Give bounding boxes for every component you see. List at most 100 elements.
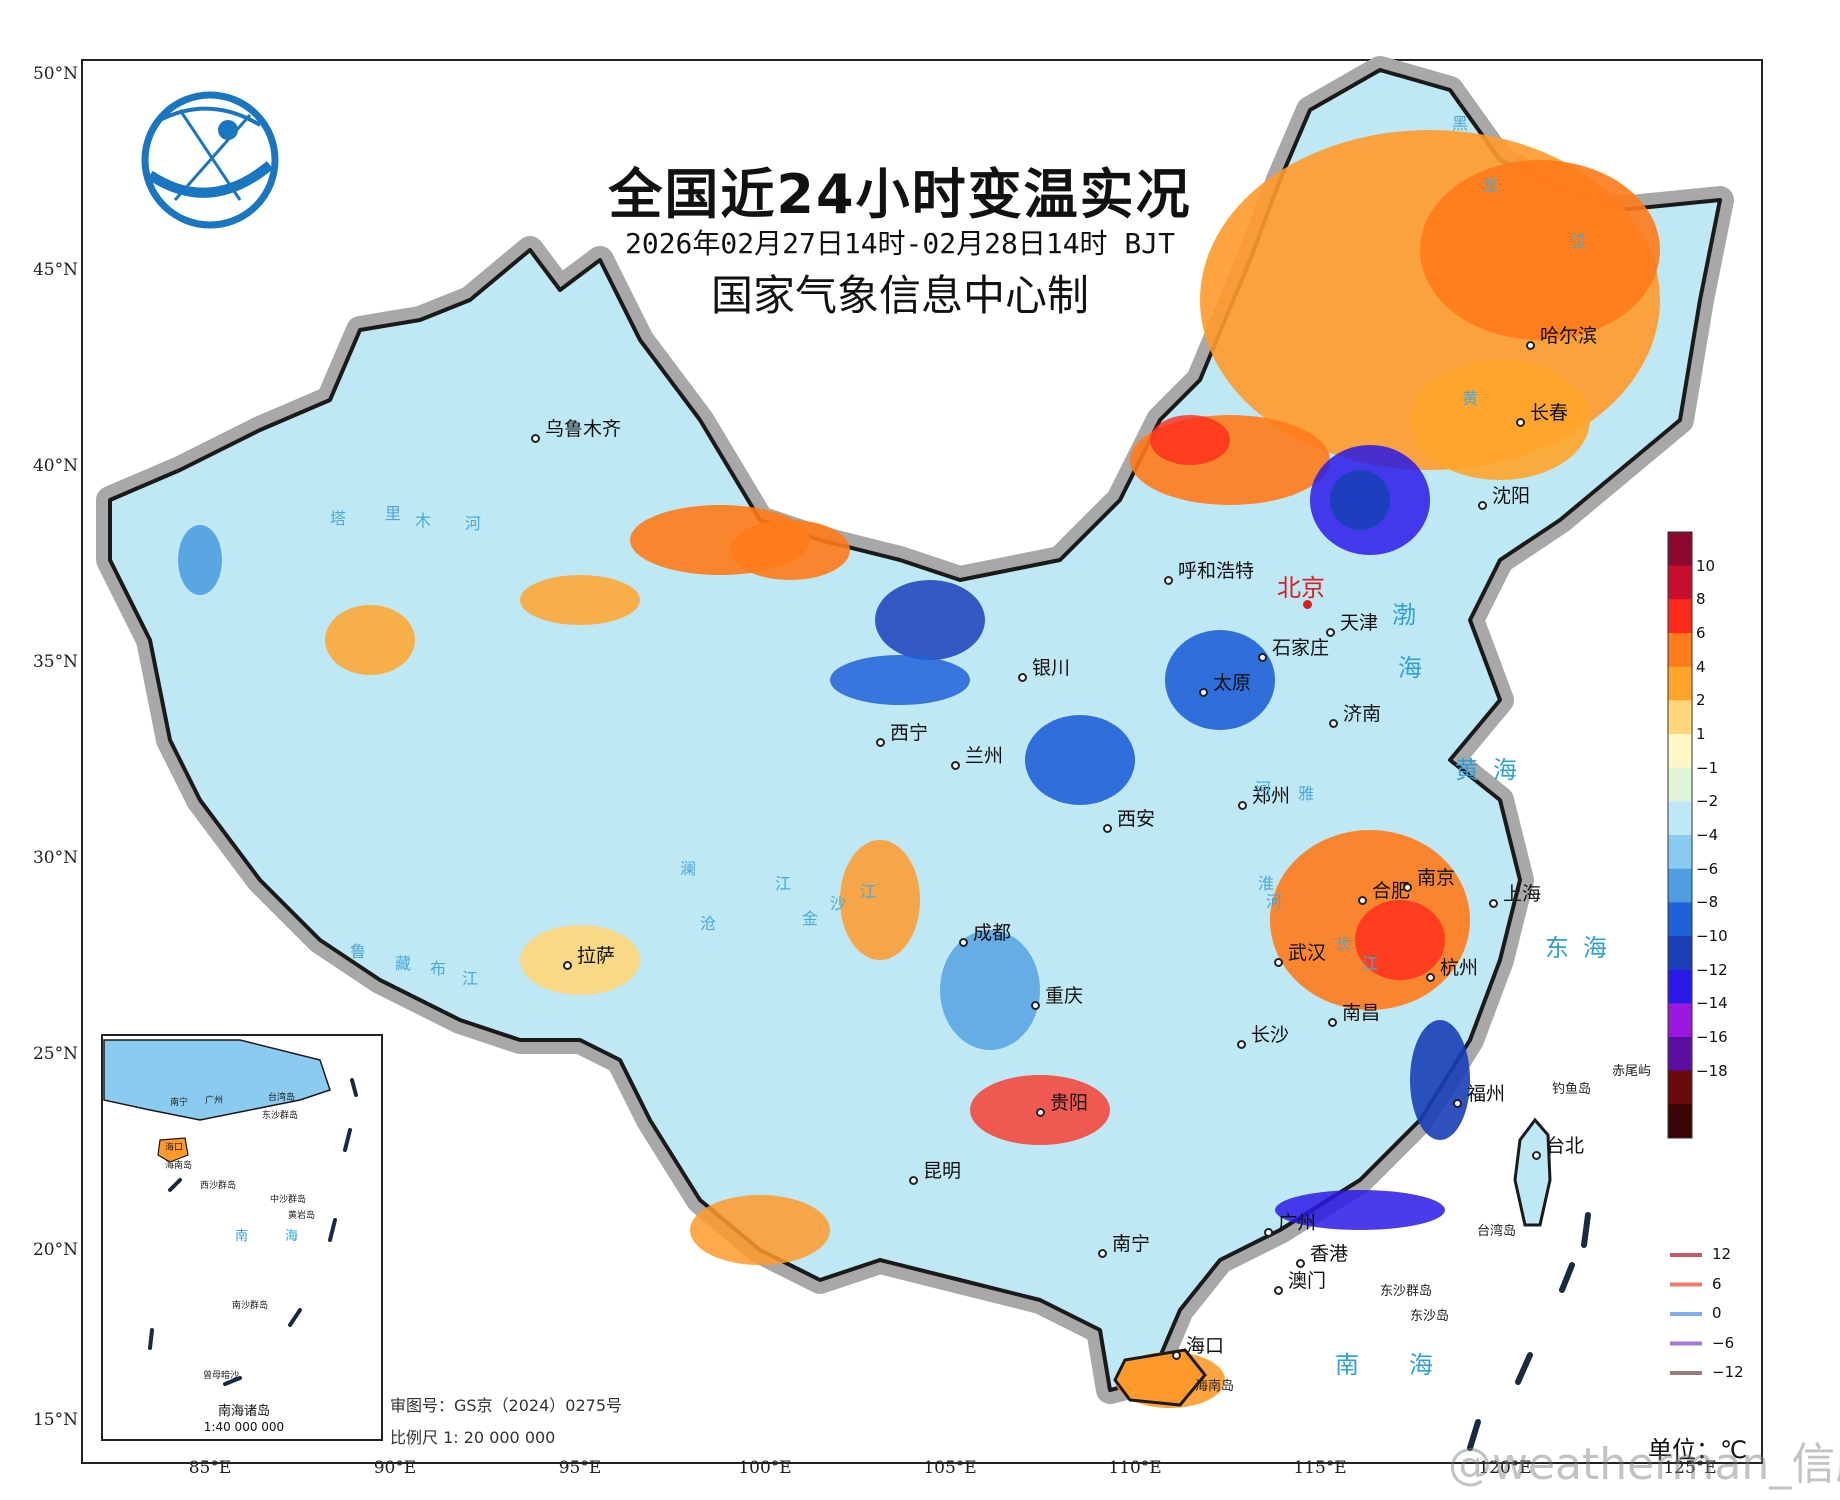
river-label: 江 [1362, 954, 1379, 973]
river-label: 沧 [700, 914, 717, 933]
colorbar-tick-label: −8 [1696, 893, 1719, 912]
river-label: 龙 [1482, 176, 1499, 195]
colorbar-swatch [1668, 1003, 1692, 1038]
river-label: 木 [415, 511, 432, 530]
river-label: 江 [1570, 232, 1587, 251]
city-label: 澳门 [1288, 1270, 1327, 1292]
city-marker [876, 738, 885, 747]
river-label: 塔 [330, 509, 347, 528]
city-label: 广州 [1278, 1212, 1317, 1234]
map-subtitle: 2026年02月27日14时-02月28日14时 BJT [624, 227, 1175, 260]
city-label: 呼和浩特 [1178, 560, 1255, 582]
city-label: 南昌 [1342, 1002, 1381, 1024]
longitude-tick-label: 85°E [188, 1458, 232, 1478]
inset-label: 广州 [205, 1096, 224, 1106]
longitude-tick-label: 110°E [1108, 1458, 1162, 1478]
city-label: 贵阳 [1050, 1092, 1089, 1114]
city-label: 海口 [1186, 1335, 1225, 1357]
colorbar-swatch [1668, 734, 1692, 769]
latitude-tick-label: 40°N [32, 456, 78, 476]
city-label: 北京 [1277, 574, 1325, 602]
colorbar-tick-label: 4 [1696, 657, 1706, 676]
colorbar-swatch [1668, 633, 1692, 668]
river-label: 里 [385, 504, 402, 523]
island-taiwan: 台湾岛 [1477, 1224, 1517, 1239]
colorbar-tick-label: −1 [1696, 758, 1719, 777]
city-marker [1098, 1249, 1107, 1258]
city-marker [1296, 1259, 1305, 1268]
city-marker [1426, 973, 1435, 982]
city-marker [1326, 628, 1335, 637]
city-marker [1453, 1099, 1462, 1108]
city-label: 长沙 [1251, 1024, 1290, 1046]
cma-logo [141, 91, 279, 229]
river-label: 长 [1335, 934, 1352, 953]
city-label: 济南 [1343, 703, 1382, 725]
longitude-tick-label: 105°E [923, 1458, 977, 1478]
city-marker [531, 434, 540, 443]
inset-label: 台湾岛 [268, 1093, 296, 1103]
city-label: 香港 [1310, 1243, 1349, 1265]
colorbar-tick-label: −10 [1696, 927, 1728, 945]
map-title: 全国近24小时变温实况 [608, 163, 1192, 226]
city-marker [1199, 688, 1208, 697]
city-label: 银川 [1032, 657, 1071, 679]
latitude-tick-label: 25°N [32, 1044, 78, 1064]
inset-label: 南 [235, 1229, 249, 1244]
inset-title: 南海诸岛 [217, 1404, 270, 1419]
city-marker [1532, 1151, 1541, 1160]
longitude-tick-label: 95°E [558, 1458, 602, 1478]
contour-legend-label: 0 [1712, 1304, 1722, 1322]
inset-label: 东沙群岛 [262, 1111, 299, 1121]
city-marker [1274, 958, 1283, 967]
colorbar-tick-label: −16 [1696, 1028, 1728, 1046]
city-label: 杭州 [1440, 957, 1479, 979]
city-marker [1328, 1018, 1337, 1027]
city-marker [1258, 653, 1267, 662]
sea-label-bohai-1: 渤 [1392, 601, 1430, 629]
river-label: 黑 [1452, 114, 1469, 133]
inset-label: 海南岛 [165, 1161, 193, 1171]
colorbar-tick-label: −18 [1696, 1061, 1728, 1080]
river-label: 澜 [680, 859, 697, 878]
island-chiwei: 赤尾屿 [1612, 1064, 1652, 1079]
city-marker [1238, 801, 1247, 810]
city-marker [1358, 896, 1367, 905]
city-marker [563, 961, 572, 970]
longitude-tick-label: 125°E [1663, 1458, 1717, 1478]
island-diaoyu: 钓鱼岛 [1552, 1082, 1592, 1097]
river-label: 布 [430, 959, 447, 978]
island-hainan: 海南岛 [1195, 1379, 1235, 1394]
inset-label: 海 [285, 1229, 299, 1244]
river-label: 雅 [1298, 784, 1315, 803]
city-marker [1526, 341, 1535, 350]
island-dongsha: 东沙岛 [1410, 1309, 1450, 1324]
colorbar-swatch [1668, 868, 1692, 903]
city-label: 台北 [1546, 1135, 1585, 1157]
longitude-tick-label: 90°E [373, 1458, 417, 1478]
city-label: 太原 [1213, 672, 1252, 694]
contour-legend-label: −6 [1712, 1333, 1735, 1352]
taiwan-island [1513, 1117, 1552, 1227]
city-marker [1264, 1228, 1273, 1237]
colorbar-tick-label: 10 [1696, 556, 1716, 575]
colorbar-swatch [1668, 835, 1692, 870]
city-marker [1516, 418, 1525, 427]
river-label: 淮 [1258, 874, 1275, 893]
city-label: 昆明 [923, 1160, 962, 1182]
latitude-tick-label: 20°N [32, 1240, 78, 1260]
river-label: 江 [462, 969, 479, 988]
colorbar [1667, 531, 1693, 1139]
sea-label-south-sea: 南海 [1335, 1351, 1483, 1379]
sea-label-bohai-2: 海 [1398, 654, 1436, 682]
city-label: 西宁 [890, 722, 929, 744]
river-label: 藏 [395, 954, 412, 973]
city-marker [951, 761, 960, 770]
approval-number: 审图号：GS京（2024）0275号 [390, 1396, 622, 1415]
city-label: 重庆 [1045, 985, 1084, 1007]
colorbar-tick-label: −4 [1696, 826, 1719, 844]
colorbar-swatch [1668, 1037, 1692, 1072]
colorbar-tick-label: 2 [1696, 691, 1706, 710]
city-marker [1478, 501, 1487, 510]
colorbar-swatch [1668, 666, 1692, 701]
